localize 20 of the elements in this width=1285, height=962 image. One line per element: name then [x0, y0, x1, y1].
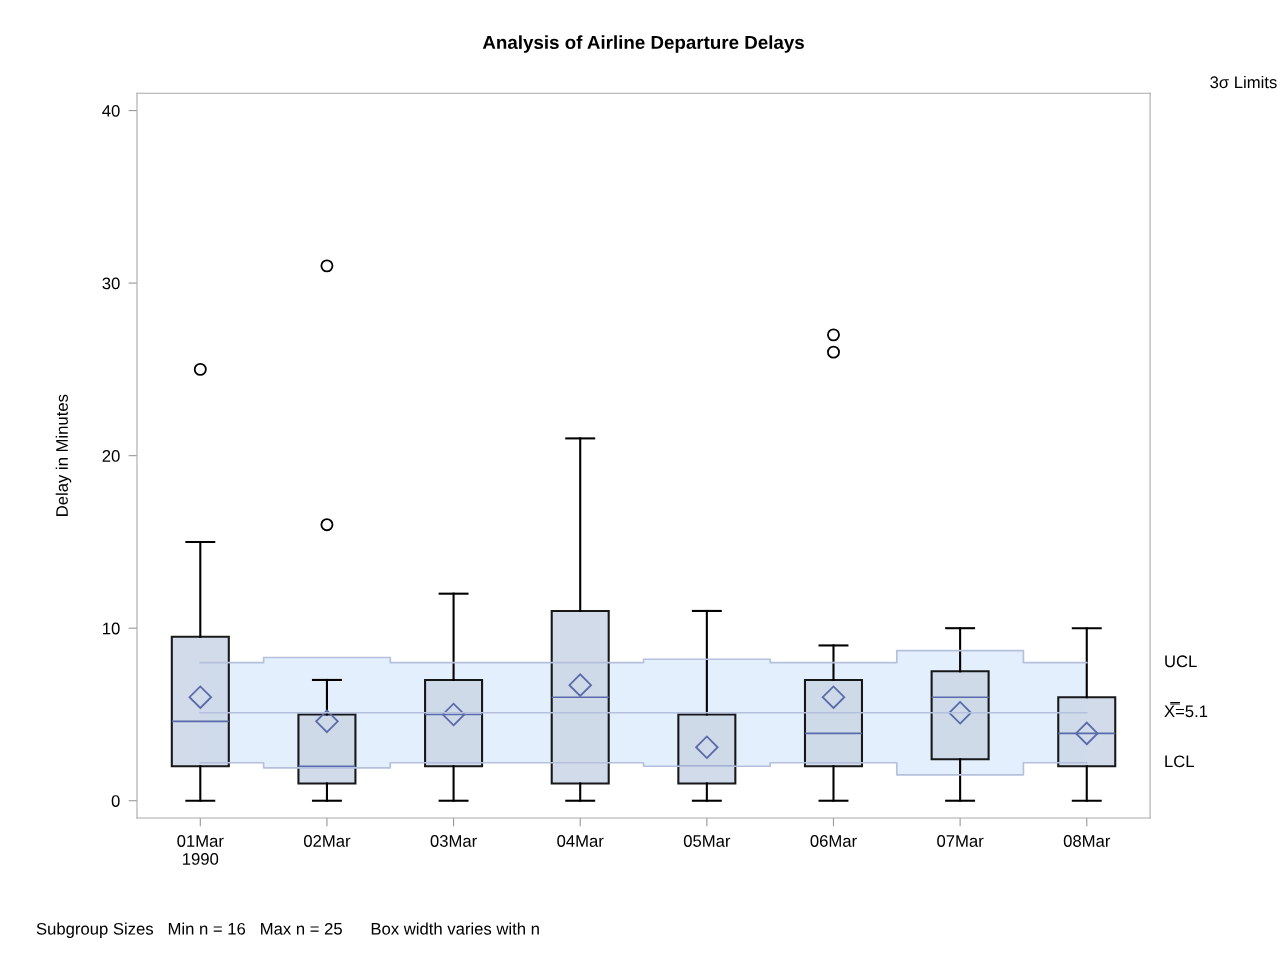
chart-title: Analysis of Airline Departure Delays — [482, 35, 804, 53]
y-tick-label: 0 — [111, 795, 120, 807]
x-tick-label: 02Mar — [303, 835, 351, 847]
text: UCL — [1165, 655, 1197, 668]
text: Subgroup Sizes Min n = 16 Max n = 25 Box width varies with n — [36, 922, 539, 939]
x-tick-label: 06Mar — [810, 835, 857, 847]
text: LCL — [1165, 755, 1194, 768]
x-tick-label: 08Mar — [1063, 835, 1111, 847]
text: 3σ Limits — [1210, 75, 1277, 89]
y-tick-label: 20 — [102, 450, 120, 462]
y-tick-label: 30 — [102, 277, 120, 290]
y-axis-title: Delay in Minutes — [55, 394, 72, 516]
x-tick-label: 07Mar — [937, 835, 984, 847]
x-tick-label: 03Mar — [430, 835, 477, 847]
x-tick-label: 05Mar — [683, 835, 731, 847]
x-tick-label: 04Mar — [557, 835, 604, 847]
x-tick-label: 01Mar 1990 — [177, 835, 224, 865]
y-tick-label: 40 — [102, 104, 120, 117]
y-tick-label: 10 — [103, 622, 120, 635]
text: X̿=5.1 — [1164, 702, 1208, 718]
